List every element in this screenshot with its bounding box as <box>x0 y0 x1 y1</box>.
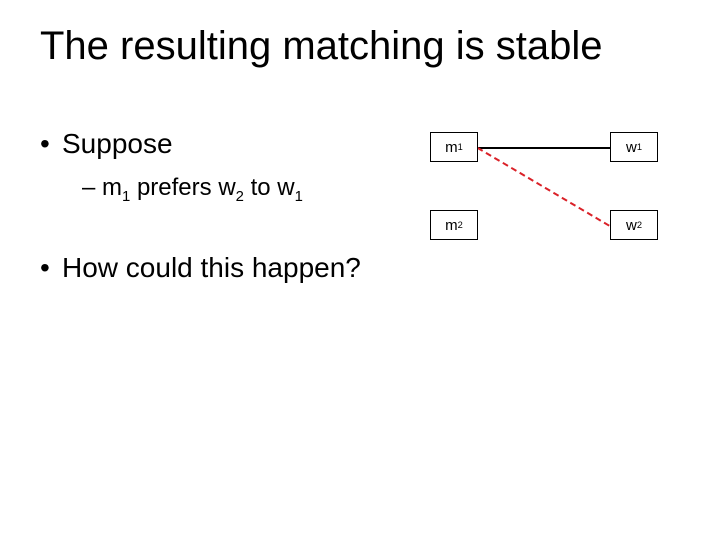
bullet-suppose: •Suppose <box>40 128 173 160</box>
node-w1: w1 <box>610 132 658 162</box>
edge-m1-w1 <box>478 147 610 149</box>
node-label-base: w <box>626 217 637 234</box>
subbullet-mid2: to w <box>244 174 295 201</box>
edge-m1-w2 <box>477 147 610 227</box>
node-label-base: m <box>445 139 458 156</box>
node-m1: m1 <box>430 132 478 162</box>
matching-diagram: m1 w1 m2 w2 <box>430 120 690 260</box>
bullet-marker: • <box>40 128 62 160</box>
subbullet-marker: – <box>82 174 102 202</box>
subbullet-sub-c: 1 <box>295 189 303 205</box>
node-m2: m2 <box>430 210 478 240</box>
bullet-text: Suppose <box>62 128 173 159</box>
subbullet-m: m <box>102 174 122 201</box>
node-label-base: w <box>626 139 637 156</box>
bullet-how: •How could this happen? <box>40 252 361 284</box>
node-label-base: m <box>445 217 458 234</box>
node-w2: w2 <box>610 210 658 240</box>
slide: The resulting matching is stable •Suppos… <box>0 0 720 540</box>
subbullet-prefers: –m1 prefers w2 to w1 <box>82 174 303 202</box>
bullet-marker: • <box>40 252 62 284</box>
bullet-text: How could this happen? <box>62 252 361 283</box>
subbullet-mid1: prefers w <box>130 174 235 201</box>
subbullet-sub-b: 2 <box>236 189 244 205</box>
slide-title: The resulting matching is stable <box>40 24 603 69</box>
